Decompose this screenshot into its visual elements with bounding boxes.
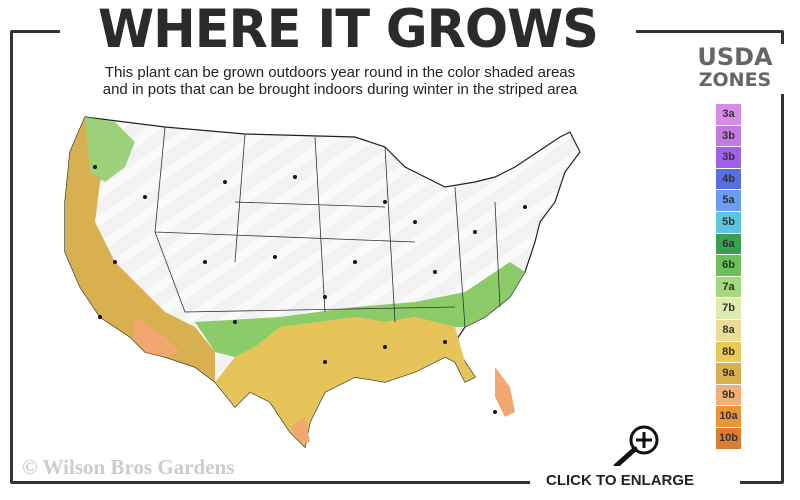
city-dots bbox=[93, 165, 527, 414]
legend-zone-5a: 5a bbox=[716, 190, 741, 211]
legend-zone-5b: 5b bbox=[716, 211, 741, 233]
legend-zone-7a: 7a bbox=[716, 276, 741, 298]
legend-zone-9b: 9b bbox=[716, 384, 741, 406]
copyright-watermark: © Wilson Bros Gardens bbox=[22, 455, 235, 479]
subtitle: This plant can be grown outdoors year ro… bbox=[40, 64, 640, 98]
zone-8-10-south bbox=[215, 317, 475, 447]
legend-zone-3a: 3a bbox=[716, 104, 741, 125]
legend-zone-9a: 9a bbox=[716, 363, 741, 384]
legend-zone-4b: 4b bbox=[716, 168, 741, 190]
page-title: WHERE IT GROWS bbox=[60, 2, 636, 58]
magnifier-plus-icon[interactable] bbox=[610, 420, 666, 468]
legend-zone-6a: 6a bbox=[716, 233, 741, 255]
legend-title-line-1: USDA bbox=[697, 43, 773, 71]
click-to-enlarge-label: CLICK TO ENLARGE bbox=[546, 472, 695, 489]
zone-pacific-northwest bbox=[85, 117, 135, 182]
legend-zone-10a: 10a bbox=[716, 406, 741, 427]
zone-west-coast bbox=[65, 117, 215, 382]
subtitle-line-1: This plant can be grown outdoors year ro… bbox=[104, 64, 576, 81]
usda-zone-map[interactable] bbox=[55, 112, 615, 457]
legend-zone-3b: 3b bbox=[716, 125, 741, 147]
legend-title: USDA ZONES bbox=[670, 44, 800, 94]
zone-7-band bbox=[195, 262, 525, 357]
legend-zone-8a: 8a bbox=[716, 319, 741, 341]
legend-zone-7b: 7b bbox=[716, 298, 741, 319]
state-borders bbox=[154, 126, 501, 328]
click-to-enlarge-button[interactable]: CLICK TO ENLARGE bbox=[530, 466, 740, 496]
zone-legend: 3a 3b 3b 4b 5a 5b 6a 6b 7a 7b 8a 8b 9a 9b 10a 10b bbox=[716, 104, 741, 450]
legend-zone-10b: 10b bbox=[716, 427, 741, 449]
legend-zone-3b: 3b bbox=[716, 147, 741, 168]
legend-zone-6b: 6b bbox=[716, 255, 741, 276]
legend-zone-8b: 8b bbox=[716, 341, 741, 363]
subtitle-line-2: and in pots that can be brought indoors … bbox=[102, 81, 578, 98]
legend-title-line-2: ZONES bbox=[698, 69, 772, 91]
